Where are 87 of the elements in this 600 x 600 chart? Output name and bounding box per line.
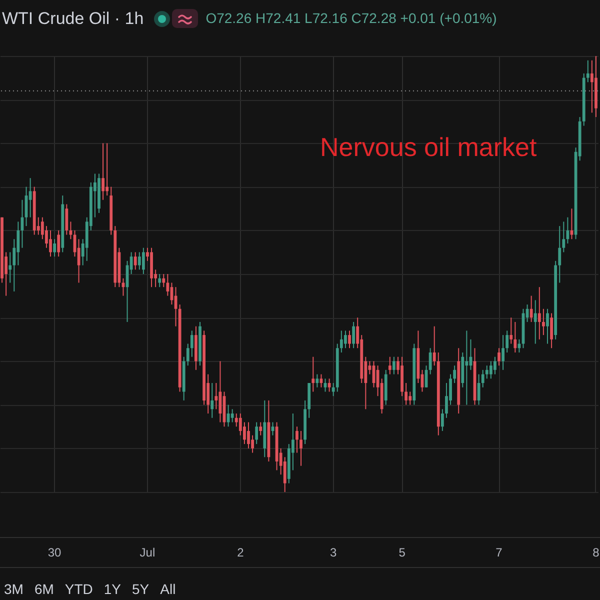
- text: 1Y: [104, 581, 122, 597]
- candlestick: [392, 356, 396, 375]
- candlestick: [388, 356, 392, 375]
- candlestick: [49, 230, 52, 258]
- candlestick: [432, 326, 436, 366]
- candlestick: [542, 308, 545, 336]
- candlestick: [102, 142, 104, 200]
- candlestick: [138, 252, 141, 270]
- candlestick: [465, 330, 468, 406]
- candlestick: [546, 308, 549, 344]
- text: 5Y: [132, 581, 150, 597]
- candlestick: [142, 247, 145, 274]
- candlestick: [57, 230, 60, 258]
- candlestick: [485, 365, 488, 380]
- candlestick: [283, 456, 286, 492]
- candlestick: [340, 330, 343, 353]
- candlestick: [348, 330, 351, 349]
- candlestick: [514, 321, 517, 353]
- candlestick: [16, 221, 20, 266]
- candlestick: [590, 60, 594, 114]
- candlestick: [134, 252, 137, 270]
- candlestick: [300, 430, 302, 466]
- candlestick: [404, 382, 408, 406]
- candlestick: [332, 382, 335, 397]
- candlestick: [259, 422, 262, 436]
- candlestick: [538, 286, 541, 340]
- candlestick: [65, 204, 68, 236]
- candlestick: [238, 413, 242, 436]
- candlestick: [186, 343, 190, 366]
- candlestick: [8, 252, 12, 284]
- candlestick: [586, 60, 590, 83]
- text: 3M: [4, 581, 24, 597]
- candlestick: [498, 348, 500, 366]
- chart-title: WTI Crude Oil · 1h: [2, 9, 144, 28]
- candlestick: [344, 330, 347, 349]
- text: 6M: [34, 581, 54, 597]
- candlestick: [312, 356, 315, 392]
- x-tick-label: Jul: [140, 546, 156, 560]
- candlestick: [440, 408, 444, 432]
- candlestick: [243, 422, 246, 445]
- candlestick: [494, 356, 496, 375]
- x-tick-label: 7: [496, 546, 503, 560]
- x-tick-label: 30: [48, 546, 62, 560]
- candlestick: [477, 374, 480, 406]
- text: All: [160, 581, 176, 597]
- x-tick-label: 5: [398, 546, 406, 560]
- x-tick-label: 3: [330, 546, 337, 560]
- candlestick: [53, 238, 56, 258]
- candlestick: [566, 216, 570, 244]
- candlestick: [214, 382, 218, 410]
- candlestick: [328, 378, 331, 392]
- candlestick: [230, 408, 234, 423]
- candlestick: [210, 382, 214, 418]
- candlestick: [190, 330, 194, 358]
- text: YTD: [64, 581, 93, 597]
- text: O72.26 H72.41 L72.16 C72.28 +0.01 (+0.01%): [206, 10, 497, 26]
- candlestick: [251, 434, 254, 454]
- candlestick: [445, 382, 448, 418]
- x-tick-label: 2: [237, 546, 244, 560]
- candlestick: [562, 221, 566, 253]
- candlestick: [428, 348, 432, 375]
- candlestick: [352, 321, 355, 349]
- candlestick: [106, 142, 109, 196]
- candlestick: [506, 330, 509, 353]
- candlestick: [530, 295, 533, 322]
- candlestick: [40, 216, 44, 240]
- candlestick: [316, 374, 319, 388]
- candlestick: [255, 422, 258, 445]
- candlestick: [296, 426, 298, 454]
- annotation: Nervous oil market: [320, 132, 538, 162]
- candlestick: [453, 365, 456, 384]
- candlestick: [489, 360, 492, 380]
- candlestick: [558, 226, 562, 284]
- candlestick: [166, 274, 170, 296]
- candlestick: [550, 312, 553, 349]
- candlestick: [162, 274, 166, 288]
- candlestick: [481, 369, 484, 388]
- candlestick: [502, 334, 504, 370]
- candlestick: [408, 391, 412, 406]
- candlestick: [45, 226, 48, 248]
- candlestick: [234, 413, 238, 428]
- candlestick: [534, 300, 537, 344]
- candlestick: [247, 422, 250, 449]
- candlestick: [28, 178, 32, 218]
- candlestick: [158, 274, 162, 288]
- candlestick: [510, 317, 513, 344]
- x-tick-label: 8: [592, 546, 600, 560]
